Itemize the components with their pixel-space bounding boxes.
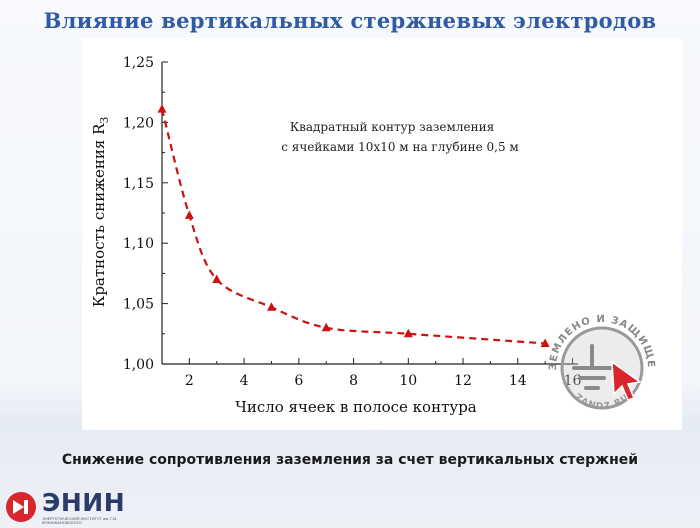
logo-mark-icon bbox=[6, 492, 36, 522]
x-tick-label: 16 bbox=[564, 373, 582, 389]
chart-annotation-line-1: Квадратный контур заземления bbox=[290, 120, 494, 134]
data-point bbox=[157, 104, 167, 113]
x-tick-label: 10 bbox=[399, 373, 417, 389]
logo: ЭНИН ЭНЕРГЕТИЧЕСКИЙ ИНСТИТУТ им. Г.М. КР… bbox=[4, 488, 134, 526]
data-point bbox=[403, 328, 413, 338]
slide-title: Влияние вертикальных стержневых электрод… bbox=[43, 8, 657, 33]
data-point bbox=[540, 338, 550, 347]
logo-text: ЭНИН bbox=[42, 488, 126, 517]
y-tick-label: 1,20 bbox=[123, 115, 154, 131]
watermark-stamp: ЗАЗЕМЛЕНО И ЗАЩИЩЕНО ZANDZ.RU bbox=[542, 308, 655, 412]
y-tick-label: 1,05 bbox=[123, 297, 154, 313]
y-tick-label: 1,25 bbox=[123, 55, 154, 71]
data-point bbox=[212, 274, 222, 283]
x-tick-label: 4 bbox=[240, 373, 249, 389]
y-axis-label: Кратность снижения RЗ bbox=[90, 117, 111, 308]
y-axis-label-main: Кратность снижения R bbox=[90, 123, 108, 307]
logo-caption: ЭНЕРГЕТИЧЕСКИЙ ИНСТИТУТ им. Г.М. КРЖИЖАН… bbox=[42, 516, 118, 525]
data-point bbox=[321, 322, 331, 332]
chart-annotation-line-2: с ячейками 10х10 м на глубине 0,5 м bbox=[281, 140, 519, 154]
data-point bbox=[184, 210, 194, 219]
y-axis-label-subscript: З bbox=[98, 117, 111, 124]
chart-ticks: 1,00 1,05 1,10 1,15 1,20 1,25 2 4 6 8 10 12 14 16 bbox=[123, 55, 582, 389]
x-axis-label: Число ячеек в полосе контура bbox=[235, 398, 477, 416]
data-point bbox=[266, 302, 276, 311]
y-tick-label: 1,10 bbox=[123, 236, 154, 252]
x-tick-label: 14 bbox=[509, 373, 527, 389]
slide-subtitle: Снижение сопротивления заземления за сче… bbox=[61, 452, 639, 468]
x-tick-label: 12 bbox=[454, 373, 472, 389]
chart-background bbox=[82, 38, 682, 430]
y-tick-label: 1,00 bbox=[123, 357, 154, 373]
chart-series bbox=[157, 104, 550, 347]
x-tick-label: 6 bbox=[294, 373, 303, 389]
arrow-cursor-icon bbox=[611, 360, 642, 401]
y-tick-label: 1,15 bbox=[123, 176, 154, 192]
ground-symbol-icon bbox=[572, 344, 612, 390]
x-tick-label: 2 bbox=[185, 373, 194, 389]
x-tick-label: 8 bbox=[349, 373, 358, 389]
